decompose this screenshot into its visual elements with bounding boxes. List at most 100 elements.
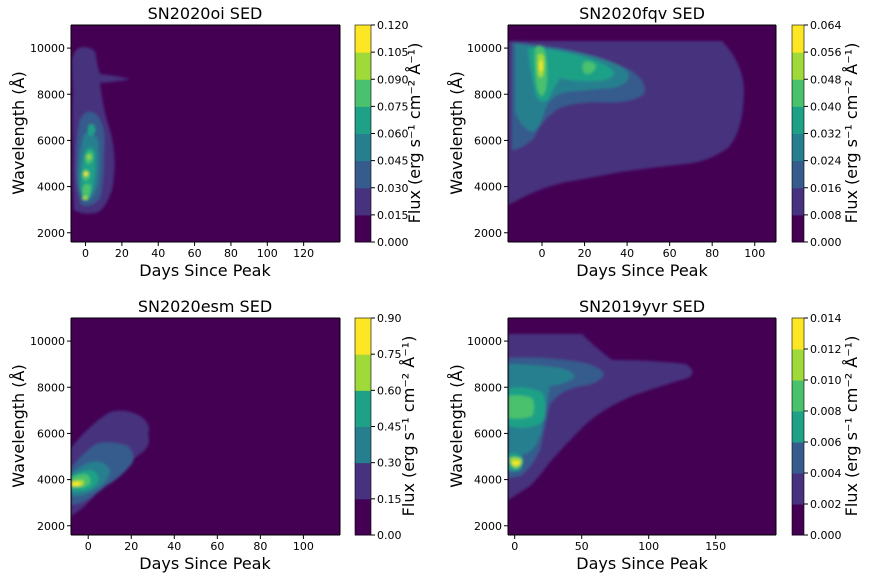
y-tick-label: 8000 [37,381,65,394]
x-tick-label: 150 [705,540,726,553]
x-axis-label: Days Since Peak [576,554,708,573]
colorbar-frame [791,317,805,536]
contour-fill [508,334,693,500]
colorbar-label: Flux (erg s⁻¹ cm⁻² Å⁻¹) [405,43,424,224]
panel-title: SN2019yvr SED [579,297,705,316]
colorbar-tick-label: 0.000 [810,529,842,542]
colorbar: 0.000 0.002 0.004 0.006 0.008 0.010 0.012 0.014 [791,312,842,542]
y-tick-label: 10000 [30,42,65,55]
y-tick-label: 6000 [37,134,65,147]
x-tick-label: 20 [124,540,138,553]
colorbar-segment [792,473,804,505]
plot-area [71,25,340,242]
colorbar-segment [792,133,804,162]
y-tick-label: 4000 [37,474,65,487]
y-ticks: 2000 4000 6000 8000 10000 [467,42,508,240]
x-tick-label: 20 [115,247,129,260]
colorbar-label: Flux (erg s⁻¹ cm⁻² Å⁻¹) [842,43,861,224]
panel-sn2020fqv: SN2020fqv SED 0 20 40 60 80 100 2000 4000 6000 8… [447,4,861,280]
colorbar-tick-label: 0.040 [810,100,842,113]
x-tick-label: 100 [638,540,659,553]
x-tick-label: 60 [188,247,202,260]
y-tick-label: 2000 [37,227,65,240]
y-tick-label: 10000 [467,335,502,348]
colorbar-tick-label: 0.000 [810,236,842,249]
colorbar: 0.000 0.008 0.016 0.024 0.032 0.040 0.048 0.056… [791,19,842,249]
x-tick-label: 80 [253,540,267,553]
y-tick-label: 8000 [474,381,502,394]
colorbar-tick-label: 0.060 [377,128,409,141]
panel-title: SN2020esm SED [138,297,272,316]
colorbar-segment [355,133,371,162]
contour-fill [508,41,744,205]
colorbar-tick-label: 0.00 [377,529,402,542]
colorbar-tick-label: 0.008 [810,405,842,418]
colorbar-tick-label: 0.002 [810,498,842,511]
panel-sn2020oi: SN2020oi SED 0 20 40 60 80 100 120 2000 4000 600… [9,4,424,280]
x-tick-label: 0 [511,540,518,553]
colorbar-segment [792,380,804,412]
y-tick-label: 6000 [37,427,65,440]
y-tick-label: 4000 [474,474,502,487]
colorbar-tick-label: 0.014 [810,312,842,325]
colorbar-segment [792,411,804,443]
colorbar-segment [792,214,804,243]
panel-sn2019yvr: SN2019yvr SED 0 50 100 150 2000 4000 6000 8000… [447,297,861,573]
x-ticks: 0 50 100 150 [511,535,726,553]
colorbar-segment [355,318,371,355]
colorbar-tick-label: 0.090 [377,73,409,86]
x-tick-label: 0 [82,247,89,260]
colorbar-tick-label: 0.60 [377,384,402,397]
x-tick-label: 80 [224,247,238,260]
contour-fill [72,47,130,214]
colorbar-tick-label: 0.075 [377,100,409,113]
colorbar-segment [792,187,804,216]
x-axis-label: Days Since Peak [139,261,271,280]
y-ticks: 2000 4000 6000 8000 10000 [467,335,508,533]
colorbar-segment [355,106,371,134]
colorbar-segment [355,462,371,500]
colorbar-tick-label: 0.120 [377,19,409,32]
contour-fill [71,410,149,516]
colorbar-tick-label: 0.15 [377,493,402,506]
colorbar-segment [792,504,804,536]
y-axis-label: Wavelength (Å) [447,364,466,487]
colorbar-tick-label: 0.032 [810,128,842,141]
y-tick-label: 2000 [474,520,502,533]
colorbar-segment [355,52,371,80]
colorbar-segment [792,318,804,350]
x-ticks: 0 20 40 60 80 100 120 [82,242,314,260]
colorbar-segment [792,442,804,474]
colorbar-tick-label: 0.008 [810,209,842,222]
colorbar-tick-label: 0.030 [377,182,409,195]
colorbar-tick-label: 0.012 [810,343,842,356]
panel-sn2020esm: SN2020esm SED 0 20 40 60 80 100 2000 4000 6000 8… [9,297,418,573]
colorbar-tick-label: 0.048 [810,73,842,86]
y-tick-label: 10000 [467,42,502,55]
colorbar-segment [355,390,371,427]
colorbar-segment [792,25,804,53]
x-tick-label: 20 [578,247,592,260]
colorbar-tick-label: 0.004 [810,467,842,480]
colorbar-segment [355,498,371,536]
colorbar-segment [792,106,804,134]
colorbar-label: Flux (erg s⁻¹ cm⁻² Å⁻¹) [399,336,418,517]
colorbar-segment [792,349,804,381]
y-ticks: 2000 4000 6000 8000 10000 [30,42,71,240]
colorbar-tick-label: 0.045 [377,155,409,168]
x-tick-label: 60 [210,540,224,553]
y-tick-label: 2000 [37,520,65,533]
x-tick-label: 0 [85,540,92,553]
colorbar-tick-label: 0.45 [377,421,402,434]
x-tick-label: 0 [539,247,546,260]
colorbar-tick-label: 0.30 [377,457,402,470]
x-ticks: 0 20 40 60 80 100 [539,242,765,260]
panel-title: SN2020oi SED [148,4,263,23]
colorbar-segment [355,426,371,464]
y-tick-label: 4000 [37,181,65,194]
colorbar-segment [355,160,371,189]
x-axis-label: Days Since Peak [576,261,708,280]
y-tick-label: 6000 [474,427,502,440]
colorbar-segment [355,214,371,243]
